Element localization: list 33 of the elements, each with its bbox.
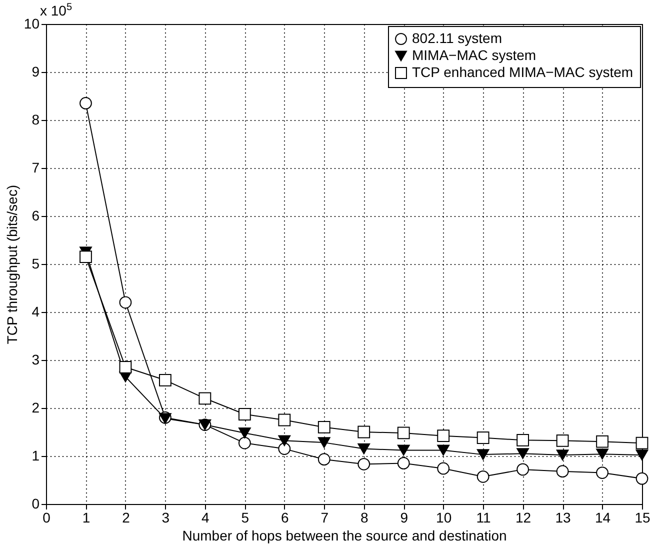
y-tick-label: 0 <box>32 496 40 512</box>
x-tick-label: 9 <box>400 510 408 526</box>
x-tick-label: 13 <box>555 510 572 526</box>
legend-label: TCP enhanced MIMA−MAC system <box>412 64 634 80</box>
x-tick-label: 4 <box>202 510 210 526</box>
x-axis-title: Number of hops between the source and destination <box>182 528 507 544</box>
x-tick-label: 7 <box>320 510 329 526</box>
x-tick-label: 11 <box>476 510 492 526</box>
legend-label: MIMA−MAC system <box>412 47 536 63</box>
y-tick-label: 3 <box>32 352 40 368</box>
x-tick-label: 6 <box>281 510 289 526</box>
y-tick-label: 7 <box>32 160 40 176</box>
y-tick-label: 10 <box>24 16 40 32</box>
x-tick-label: 5 <box>241 510 250 526</box>
x-tick-label: 14 <box>594 510 611 526</box>
legend-label: 802.11 system <box>412 30 502 46</box>
x-tick-label: 10 <box>436 510 452 526</box>
y-tick-label: 8 <box>32 112 40 128</box>
x-tick-label: 1 <box>82 510 90 526</box>
y-tick-label: 6 <box>32 208 40 224</box>
y-tick-label: 2 <box>32 400 40 416</box>
x-tick-label: 3 <box>162 510 170 526</box>
x-tick-label: 8 <box>360 510 368 526</box>
y-tick-label: 4 <box>32 304 40 320</box>
y-axis-title: TCP throughput (bits/sec) <box>4 184 20 344</box>
x-tick-label: 15 <box>634 510 650 526</box>
x-tick-label: 12 <box>516 510 532 526</box>
y-tick-label: 5 <box>32 256 40 272</box>
x-tick-label: 0 <box>42 510 51 526</box>
text: x 10$^{5}$ <box>40 2 72 19</box>
y-tick-label: 1 <box>32 448 40 464</box>
x-tick-label: 2 <box>122 510 130 526</box>
y-tick-label: 9 <box>32 64 40 80</box>
